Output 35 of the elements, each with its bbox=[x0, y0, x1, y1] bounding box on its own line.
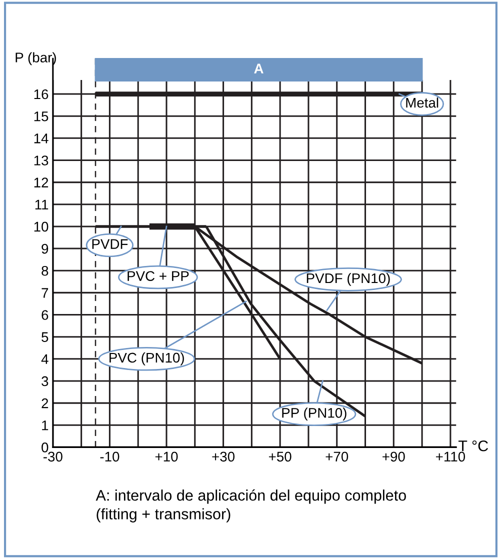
y-tick-label: 11 bbox=[35, 200, 48, 210]
y-axis-title: P (bar) bbox=[16, 52, 56, 66]
series-label: PP (PN10) bbox=[282, 408, 346, 421]
text: A: intervalo de aplicación del equipo completo (fitting + transmisor) bbox=[96, 489, 406, 522]
x-tick-label: +110 bbox=[436, 452, 466, 462]
y-tick-label: 6 bbox=[42, 310, 48, 320]
y-tick-label: 0 bbox=[42, 442, 48, 452]
y-tick-label: 16 bbox=[34, 89, 48, 100]
y-tick-label: 13 bbox=[34, 156, 48, 166]
x-tick-label: -30 bbox=[44, 452, 62, 462]
y-tick-label: 3 bbox=[42, 376, 48, 386]
y-tick-label: 12 bbox=[34, 178, 48, 188]
series-label: PVDF bbox=[92, 239, 128, 249]
y-tick-label: 14 bbox=[34, 134, 48, 144]
x-tick-label: +70 bbox=[326, 452, 348, 462]
text: PVC (PN10) bbox=[110, 352, 184, 366]
y-tick-label: 15 bbox=[34, 112, 48, 122]
series-label: Metal bbox=[406, 97, 438, 108]
y-tick-label: 1 bbox=[42, 420, 48, 430]
x-axis-title: T °C bbox=[458, 440, 488, 452]
x-tick-label: +50 bbox=[268, 452, 292, 462]
y-tick-label: 8 bbox=[42, 266, 48, 276]
y-tick-label: 4 bbox=[41, 354, 48, 364]
y-tick-label: 10 bbox=[34, 222, 48, 232]
y-tick-label: 7 bbox=[42, 288, 48, 298]
x-tick-label: +90 bbox=[382, 452, 405, 462]
x-tick-label: -10 bbox=[100, 452, 120, 462]
band-label: A bbox=[254, 64, 264, 74]
x-tick-label: +10 bbox=[155, 452, 178, 462]
series-label: PVDF (PN10) bbox=[306, 272, 390, 286]
text: PVC + PP bbox=[128, 271, 189, 281]
x-tick-label: +30 bbox=[212, 452, 235, 462]
y-tick-label: 5 bbox=[42, 332, 48, 342]
y-tick-label: 2 bbox=[42, 398, 48, 408]
y-tick-label: 9 bbox=[42, 244, 48, 254]
